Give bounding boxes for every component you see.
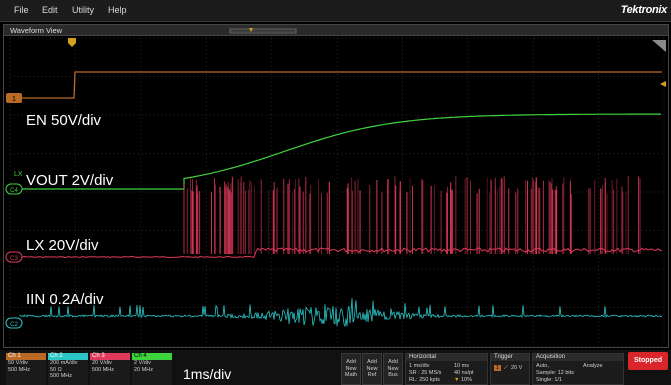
record-length: RL: 250 kpts [409,377,440,383]
graticule [9,37,665,347]
svg-text:C3: C3 [10,256,18,262]
acquisition-sample: Sample: 12 bits [536,370,574,376]
acquisition-analyze: Analyze [583,363,603,369]
horizontal-title: Horizontal [406,354,487,361]
acquisition-mode: Auto, [536,363,549,369]
add-new-ref-button[interactable]: Add New Ref [362,353,382,385]
acquisition-panel[interactable]: Acquisition Auto, Analyze Sample: 12 bit… [532,353,624,385]
ch1-badge[interactable]: Ch 1 50 V/div 500 MHz [6,353,46,385]
lx-label: LX 20V/div [26,237,99,254]
menu-edit[interactable]: Edit [42,5,58,15]
ch2-trace [19,298,663,328]
waveform-view-title: Waveform View [10,26,63,35]
ch2-coupling: 50 Ω [50,366,62,373]
horizontal-record: 10 ms [454,363,469,369]
svg-text:C2: C2 [10,322,18,328]
ch1-scale: 50 V/div [8,360,28,366]
ch2-bandwidth: 500 MHz [50,373,73,379]
horizontal-position-icon: ▼ [454,377,460,383]
svg-text:1: 1 [12,96,16,103]
svg-text:C4: C4 [10,188,18,194]
record-view-indicator[interactable] [229,27,299,35]
ch1-marker[interactable]: 1 [6,93,22,103]
rising-edge-icon: ⟋ [504,365,508,371]
menu-file[interactable]: File [14,5,29,15]
bottom-control-bar: Ch 1 50 V/div 500 MHz Ch 2 200 mA/div 50… [0,350,671,385]
ch3-marker[interactable]: C3 [5,251,23,263]
acquisition-title: Acquisition [533,354,623,361]
menu-utility[interactable]: Utility [72,5,94,15]
brand-logo: Tektronix [620,4,668,16]
horizontal-position: 10% [461,377,473,383]
ch2-marker[interactable]: C2 [5,317,23,329]
horizontal-panel[interactable]: Horizontal 1 ms/div 10 ms SR : 25 MS/s 4… [405,353,488,385]
acquisition-single: Single: 1/1 [536,377,562,383]
menu-help[interactable]: Help [108,5,127,15]
add-new-bus-button[interactable]: Add New Bus [383,353,403,385]
ch1-bandwidth: 500 MHz [8,366,31,373]
ch4-badge-title: Ch 4 [132,353,172,360]
time-per-point: 40 ns/pt [454,370,474,376]
ch3-bandwidth: 500 MHz [92,366,115,373]
ch3-badge-title: Ch 3 [90,353,130,360]
trigger-title: Trigger [491,354,529,361]
ch1-badge-title: Ch 1 [6,353,46,360]
ch1-trace [18,71,662,99]
waveform-view-titlebar: Waveform View [3,24,669,36]
ch3-badge[interactable]: Ch 3 20 V/div 500 MHz [90,353,130,385]
ch4-bandwidth: 20 MHz [134,366,153,373]
horizontal-scale: 1 ms/div [409,363,430,369]
ch2-scale: 200 mA/div [50,360,78,366]
ch4-trace [20,113,661,190]
ch3-scale: 20 V/div [92,360,112,366]
timebase-label: 1ms/div [183,366,232,382]
menu-bar: File Edit Utility Help Tektronix [0,0,671,22]
ch4-scale: 2 V/div [134,360,151,366]
waveform-display[interactable]: 1 C4 LX C3 C2 EN 50V/div VOUT 2V/div LX … [3,36,669,348]
sample-rate: SR : 25 MS/s [409,370,442,376]
trigger-position-marker[interactable] [68,38,76,47]
ch2-badge[interactable]: Ch 2 200 mA/div 50 Ω 500 MHz [48,353,88,385]
en-label: EN 50V/div [26,112,102,129]
iin-label: IIN 0.2A/div [26,291,104,308]
lx-ref-marker: LX [14,171,23,178]
ch4-marker[interactable]: C4 [5,183,23,195]
add-new-math-button[interactable]: Add New Math [341,353,361,385]
ch4-badge[interactable]: Ch 4 2 V/div 20 MHz [132,353,172,385]
ch3-trace [19,176,663,259]
trigger-level: 20 V [511,365,523,371]
ch2-badge-title: Ch 2 [48,353,88,360]
trigger-level-arrow[interactable] [660,81,666,87]
trigger-panel[interactable]: Trigger 1 ⟋ 20 V [490,353,530,385]
waveform-plot[interactable]: 1 C4 LX C3 C2 EN 50V/div VOUT 2V/div LX … [4,36,670,348]
run-stop-button[interactable]: Stopped [628,352,668,370]
trigger-source: 1 [494,365,502,371]
vout-label: VOUT 2V/div [26,172,114,189]
corner-indicator-icon [652,40,666,52]
